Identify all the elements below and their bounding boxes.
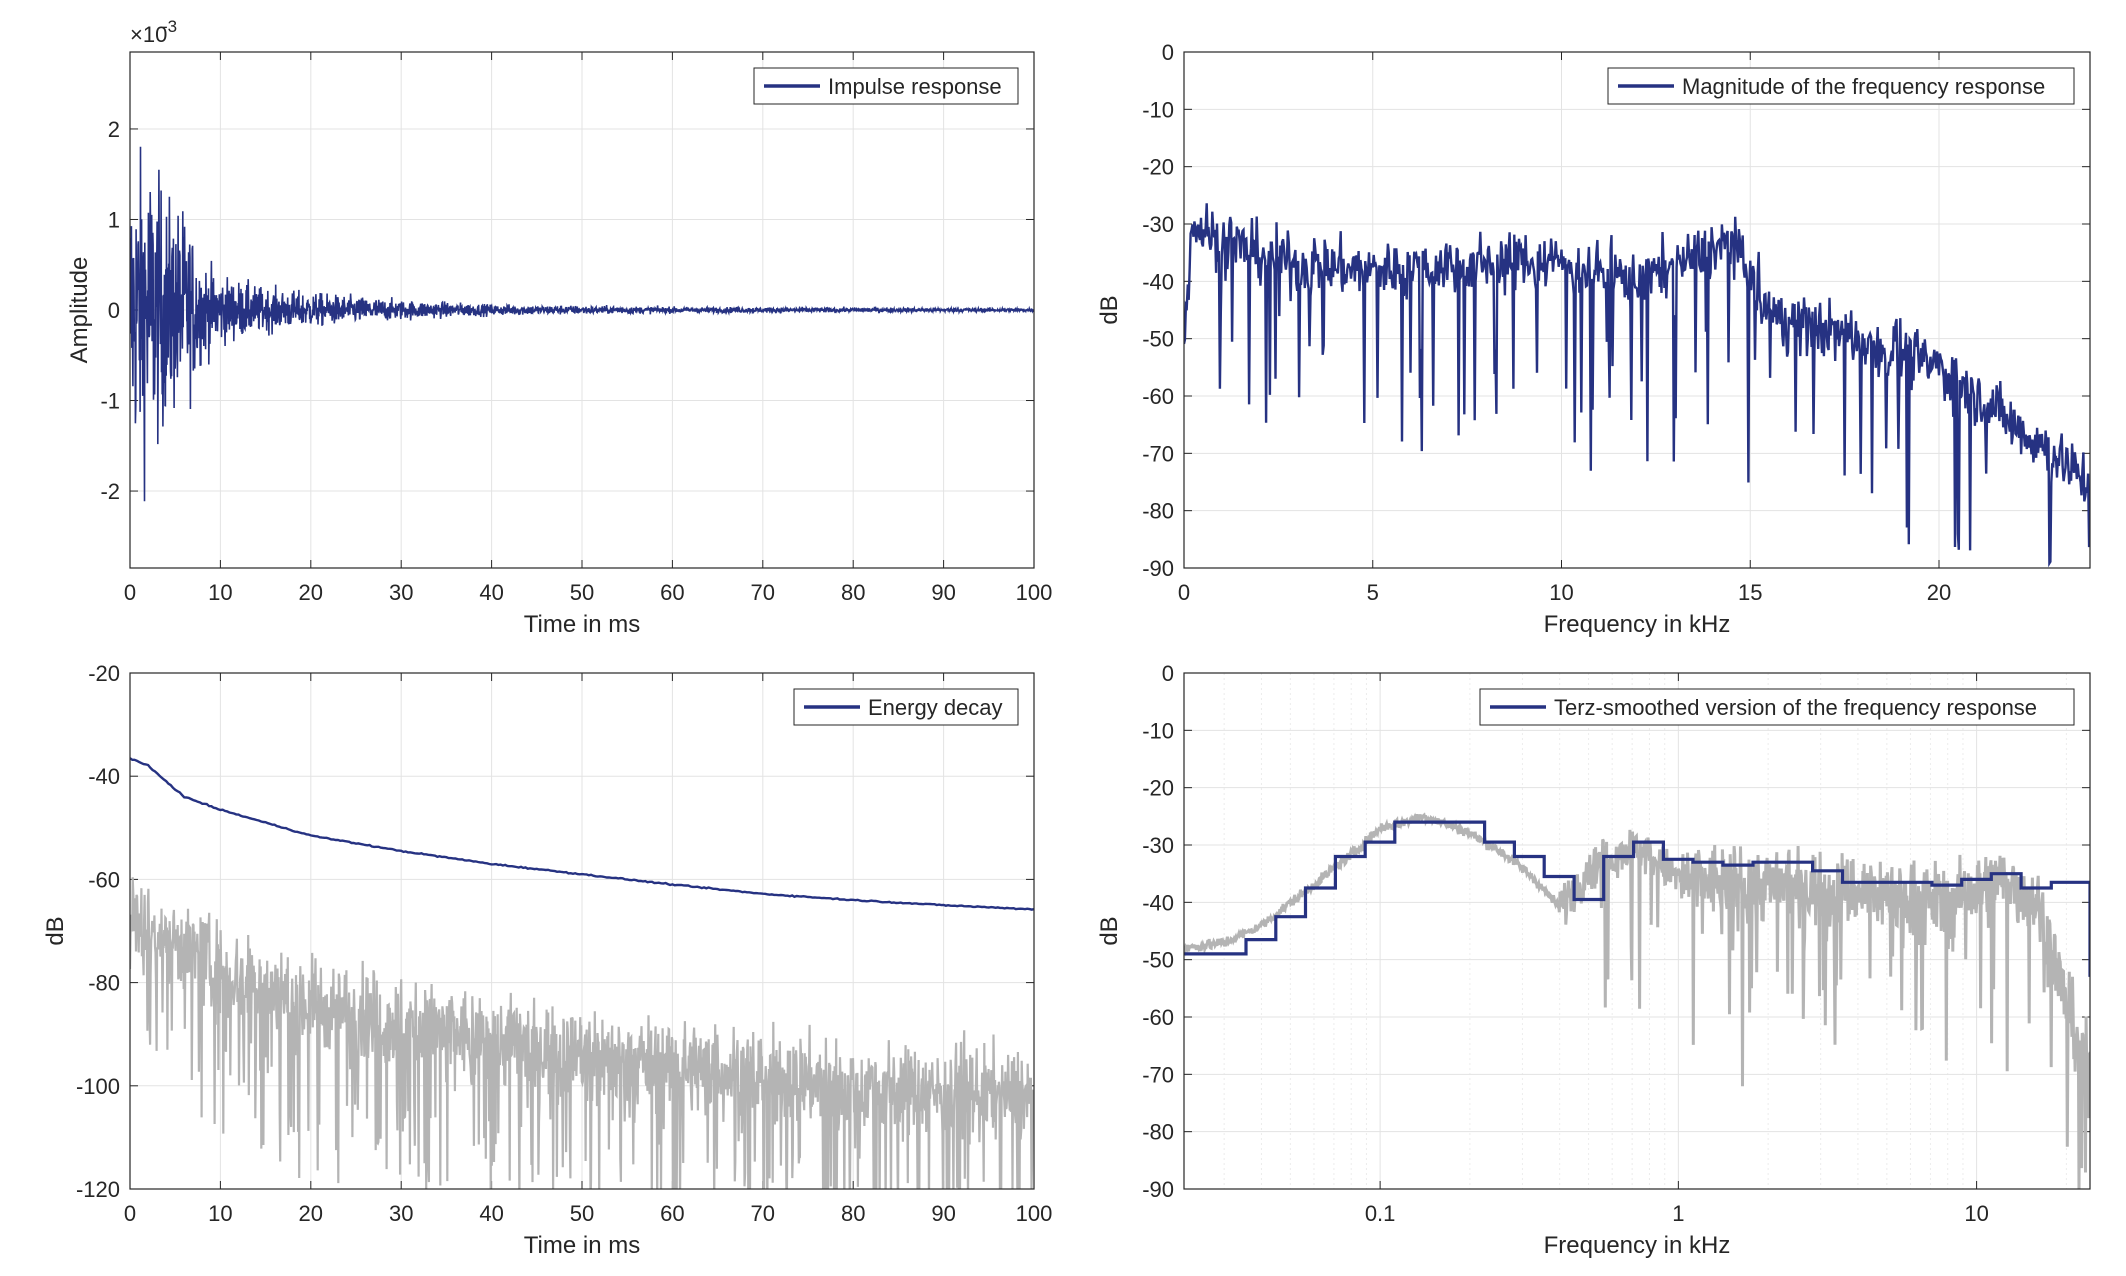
x-axis-label: Frequency in kHz	[1544, 611, 1731, 638]
x-tick-label: 90	[931, 1201, 955, 1226]
legend: Terz-smoothed version of the frequency r…	[1479, 688, 2075, 726]
legend: Magnitude of the frequency response	[1607, 67, 2075, 105]
legend-box	[1479, 688, 2075, 726]
y-tick-label: -60	[88, 867, 120, 892]
y-tick-label: -40	[1142, 890, 1174, 915]
y-tick-label: -40	[1142, 269, 1174, 294]
legend-box	[1607, 67, 2075, 105]
y-tick-label: -80	[1142, 499, 1174, 524]
x-tick-label: 5	[1367, 580, 1379, 605]
y-tick-label: -50	[1142, 948, 1174, 973]
x-tick-label: 0.1	[1365, 1201, 1396, 1226]
x-tick-label: 40	[479, 1201, 503, 1226]
x-tick-label: 20	[299, 1201, 323, 1226]
x-tick-label: 70	[751, 580, 775, 605]
y-tick-label: -30	[1142, 833, 1174, 858]
y-tick-label: 0	[1162, 661, 1174, 686]
y-tick-label: -20	[1142, 155, 1174, 180]
y-axis-label: dB	[1096, 916, 1123, 945]
y-axis-label: dB	[42, 916, 69, 945]
terz-smoothed-line	[1184, 820, 2090, 977]
x-tick-label: 10	[208, 580, 232, 605]
y-tick-label: -90	[1142, 556, 1174, 581]
x-tick-label: 0	[124, 580, 136, 605]
x-tick-label: 30	[389, 580, 413, 605]
x-tick-label: 15	[1738, 580, 1762, 605]
x-axis-label: Frequency in kHz	[1544, 1232, 1731, 1259]
x-tick-label: 90	[931, 580, 955, 605]
exponent-power: -3	[162, 17, 177, 36]
y-tick-label: -50	[1142, 327, 1174, 352]
x-tick-label: 10	[1549, 580, 1573, 605]
y-tick-label: -70	[1142, 1062, 1174, 1087]
legend-label: Magnitude of the frequency response	[1682, 74, 2045, 99]
x-tick-label: 0	[124, 1201, 136, 1226]
y-tick-label: -80	[88, 971, 120, 996]
plot-frame	[129, 51, 1035, 569]
x-tick-label: 10	[208, 1201, 232, 1226]
legend: Energy decay	[793, 688, 1019, 726]
legend-label: Terz-smoothed version of the frequency r…	[1554, 695, 2037, 720]
x-tick-label: 70	[751, 1201, 775, 1226]
plot-frame	[129, 672, 1035, 1190]
exponent-label: ×10	[130, 22, 167, 47]
frequency-response-panel: 0 5 10 15 20 0 -10 -20 -30 -40 -50 -60 -70 -80 -90 Freq…	[1096, 40, 2091, 638]
x-tick-label: 80	[841, 1201, 865, 1226]
plot-frame	[1183, 51, 2091, 569]
y-tick-label: -40	[88, 764, 120, 789]
y-tick-label: -30	[1142, 212, 1174, 237]
terz-smoothed-panel: 0.1 1 10 0 -10 -20 -30 -40 -50 -60 -70 -80 -90 Freque…	[1096, 661, 2091, 1259]
x-tick-label: 100	[1016, 580, 1053, 605]
energy-decay-line	[130, 757, 1034, 911]
y-tick-label: 2	[108, 117, 120, 142]
x-tick-label: 60	[660, 1201, 684, 1226]
y-tick-label: -10	[1142, 97, 1174, 122]
y-tick-label: -80	[1142, 1120, 1174, 1145]
x-tick-label: 60	[660, 580, 684, 605]
y-tick-label: -10	[1142, 718, 1174, 743]
y-tick-label: -70	[1142, 441, 1174, 466]
legend-label: Energy decay	[868, 695, 1003, 720]
legend-label: Impulse response	[828, 74, 1002, 99]
x-axis-label: Time in ms	[524, 611, 640, 638]
y-tick-label: -90	[1142, 1177, 1174, 1202]
x-tick-label: 50	[570, 1201, 594, 1226]
legend: Impulse response	[753, 67, 1019, 105]
energy-decay-panel: 0 10 20 30 40 50 60 70 80 90 100 -20 -40 -60 -80 -100 -1…	[42, 661, 1052, 1259]
impulse-response-line	[130, 146, 1034, 502]
y-axis-label: Amplitude	[66, 257, 93, 364]
y-tick-label: -120	[76, 1177, 120, 1202]
plot-area	[1184, 673, 2090, 1189]
plot-frame	[1183, 672, 2091, 1190]
y-tick-label: -20	[88, 661, 120, 686]
x-tick-label: 50	[570, 580, 594, 605]
x-tick-label: 40	[479, 580, 503, 605]
y-axis-label: dB	[1096, 295, 1123, 324]
y-tick-label: 0	[1162, 40, 1174, 65]
y-tick-label: 1	[108, 207, 120, 232]
x-tick-label: 20	[299, 580, 323, 605]
y-tick-label: 0	[108, 298, 120, 323]
x-tick-label: 30	[389, 1201, 413, 1226]
y-tick-label: -1	[100, 389, 120, 414]
x-tick-label: 20	[1927, 580, 1951, 605]
energy-raw-line	[130, 877, 1034, 1189]
y-tick-label: -20	[1142, 776, 1174, 801]
impulse-response-panel: 0 10 20 30 40 50 60 70 80 90 100 -2 -1 0 1 2 Time in ms A…	[66, 17, 1052, 638]
y-tick-label: -60	[1142, 384, 1174, 409]
x-tick-label: 10	[1964, 1201, 1988, 1226]
y-tick-label: -2	[100, 479, 120, 504]
y-tick-label: -60	[1142, 1005, 1174, 1030]
x-tick-label: 0	[1178, 580, 1190, 605]
y-tick-label: -100	[76, 1074, 120, 1099]
magnitude-response-line	[1184, 203, 2090, 568]
x-tick-label: 1	[1672, 1201, 1684, 1226]
x-tick-label: 80	[841, 580, 865, 605]
x-axis-label: Time in ms	[524, 1232, 640, 1259]
x-tick-label: 100	[1016, 1201, 1053, 1226]
